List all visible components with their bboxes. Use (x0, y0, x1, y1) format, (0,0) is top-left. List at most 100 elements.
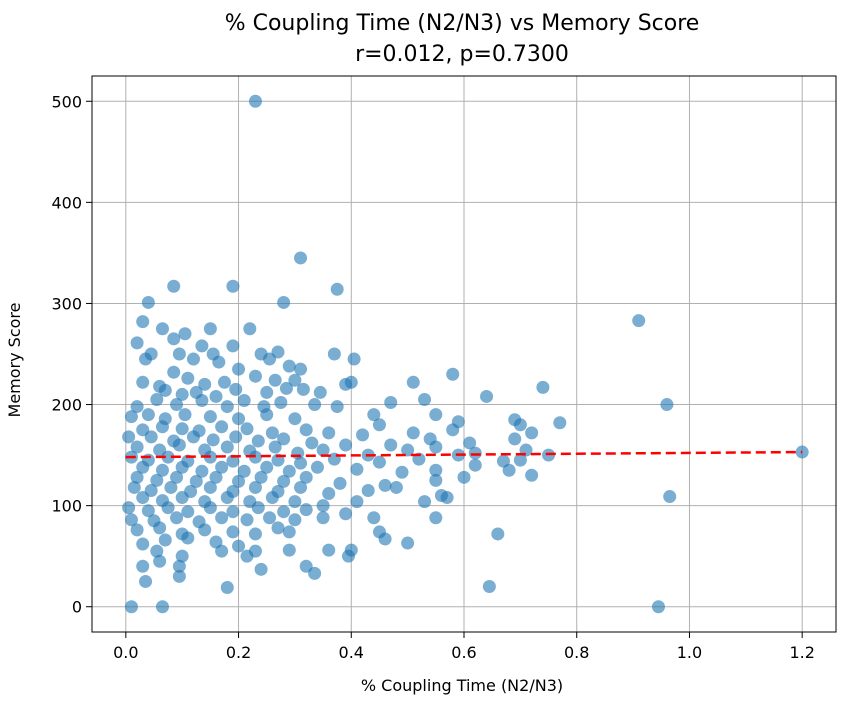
scatter-point (141, 408, 155, 422)
scatter-point (136, 491, 150, 505)
scatter-point (330, 400, 344, 414)
scatter-point (401, 443, 415, 457)
scatter-point (418, 495, 432, 509)
scatter-point (446, 423, 460, 437)
scatter-point (277, 295, 291, 309)
scatter-point (229, 382, 243, 396)
scatter-point (161, 450, 175, 464)
scatter-point (341, 549, 355, 563)
scatter-point (316, 511, 330, 525)
scatter-point (172, 569, 186, 583)
scatter-point (226, 279, 240, 293)
y-tick-label: 0 (72, 598, 82, 617)
scatter-point (553, 416, 567, 430)
scatter-point (663, 490, 677, 504)
scatter-point (322, 487, 336, 501)
scatter-point (178, 327, 192, 341)
y-tick-label: 100 (51, 497, 82, 516)
y-tick-label: 400 (51, 193, 82, 212)
scatter-point (299, 503, 313, 517)
scatter-point (130, 470, 144, 484)
scatter-point (158, 383, 172, 397)
y-axis-label: Memory Score (5, 303, 24, 418)
scatter-point (330, 282, 344, 296)
scatter-point (122, 501, 136, 515)
scatter-point (175, 549, 189, 563)
x-tick-label: 0.4 (339, 643, 364, 662)
scatter-point (468, 458, 482, 472)
scatter-point (181, 531, 195, 545)
scatter-point (282, 543, 296, 557)
scatter-point (124, 410, 138, 424)
scatter-point (226, 454, 240, 468)
scatter-point (260, 408, 274, 422)
scatter-point (468, 446, 482, 460)
scatter-point (172, 559, 186, 573)
scatter-point (482, 580, 496, 594)
scatter-point (237, 464, 251, 478)
scatter-point (282, 525, 296, 539)
scatter-point (632, 314, 646, 328)
scatter-point (155, 322, 169, 336)
y-tick-label: 500 (51, 92, 82, 111)
scatter-point (248, 94, 262, 108)
scatter-point (122, 430, 136, 444)
scatter-point (395, 465, 409, 479)
scatter-point (254, 470, 268, 484)
scatter-point (308, 566, 322, 580)
scatter-point (237, 394, 251, 408)
scatter-point (418, 392, 432, 406)
scatter-point (491, 527, 505, 541)
scatter-point (248, 527, 262, 541)
scatter-point (220, 491, 234, 505)
scatter-point (226, 505, 240, 519)
scatter-point (350, 462, 364, 476)
scatter-point (271, 521, 285, 535)
scatter-point (288, 412, 302, 426)
scatter-point (361, 483, 375, 497)
scatter-point (150, 544, 164, 558)
scatter-point (406, 426, 420, 440)
scatter-point (327, 347, 341, 361)
scatter-point (282, 359, 296, 373)
scatter-point (401, 536, 415, 550)
scatter-point (203, 410, 217, 424)
scatter-point (513, 418, 527, 432)
x-tick-label: 1.2 (789, 643, 814, 662)
scatter-point (167, 279, 181, 293)
scatter-point (155, 420, 169, 434)
scatter-point (288, 513, 302, 527)
scatter-point (229, 430, 243, 444)
scatter-point (124, 600, 138, 614)
scatter-point (265, 491, 279, 505)
scatter-point (170, 398, 184, 412)
scatter-point (429, 463, 443, 477)
scatter-point (513, 453, 527, 467)
scatter-point (316, 499, 330, 513)
scatter-point (136, 375, 150, 389)
scatter-point (339, 438, 353, 452)
scatter-point (322, 426, 336, 440)
scatter-point (212, 355, 226, 369)
scatter-point (164, 480, 178, 494)
scatter-point (313, 385, 327, 399)
scatter-point (350, 495, 364, 509)
scatter-point (136, 315, 150, 329)
scatter-point (463, 436, 477, 450)
scatter-point (141, 295, 155, 309)
scatter-point (195, 464, 209, 478)
scatter-point (260, 385, 274, 399)
scatter-point (136, 559, 150, 573)
scatter-point (660, 398, 674, 412)
scatter-point (198, 377, 212, 391)
x-axis-label: % Coupling Time (N2/N3) (361, 676, 563, 695)
scatter-point (217, 375, 231, 389)
scatter-point (139, 352, 153, 366)
scatter-point (502, 463, 516, 477)
scatter-point (406, 375, 420, 389)
scatter-point (170, 511, 184, 525)
scatter-point (130, 400, 144, 414)
scatter-point (189, 474, 203, 488)
scatter-point (651, 600, 665, 614)
scatter-point (240, 422, 254, 436)
